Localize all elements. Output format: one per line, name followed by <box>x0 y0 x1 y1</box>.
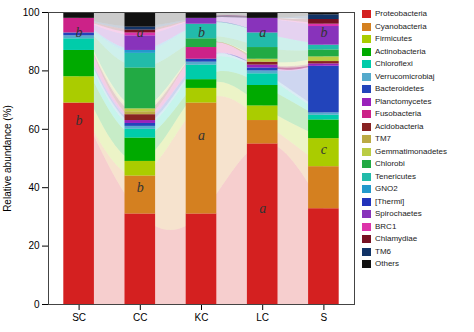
html-text:BRC1: BRC1 <box>375 221 397 231</box>
svg-text:0: 0 <box>34 299 40 310</box>
html-text:Planctomycetes: Planctomycetes <box>375 96 432 106</box>
svg-text:SC: SC <box>72 312 86 323</box>
html-text:Chlorobi: Chlorobi <box>375 159 405 168</box>
html-text:Chlamydiae: Chlamydiae <box>375 234 418 243</box>
svg-text:LC: LC <box>256 312 269 323</box>
html-text:Chloroflexi: Chloroflexi <box>375 59 413 68</box>
html-text:Tenericutes: Tenericutes <box>375 171 416 181</box>
svg-text:a: a <box>259 201 266 216</box>
svg-text:S: S <box>321 312 328 323</box>
svg-text:80: 80 <box>28 65 40 76</box>
svg-text:100: 100 <box>23 7 40 18</box>
html-text:Spirochaetes: Spirochaetes <box>375 209 422 218</box>
svg-text:20: 20 <box>28 240 40 251</box>
svg-text:KC: KC <box>195 312 209 323</box>
html-text:Firmicutes: Firmicutes <box>375 34 412 43</box>
html-text:Fusobacteria: Fusobacteria <box>375 109 422 118</box>
html-text:Actinobacteria: Actinobacteria <box>375 46 426 56</box>
svg-text:a: a <box>259 25 266 40</box>
html-text:Bacteroidetes: Bacteroidetes <box>375 84 424 93</box>
html-text:Gemmatimonadetes: Gemmatimonadetes <box>375 146 447 156</box>
html-text:Proteobacteria: Proteobacteria <box>375 9 427 18</box>
svg-text:b: b <box>320 25 327 40</box>
html-text:Others: Others <box>375 259 399 268</box>
svg-text:60: 60 <box>28 124 40 135</box>
svg-text:b: b <box>76 113 83 128</box>
svg-text:a: a <box>137 25 144 40</box>
svg-text:a: a <box>198 128 205 143</box>
svg-text:b: b <box>76 25 83 40</box>
html-text:TM6: TM6 <box>375 246 391 256</box>
svg-text:c: c <box>321 142 328 157</box>
html-text:Verrucomicrobiaj: Verrucomicrobiaj <box>375 71 435 81</box>
html-text:Acidobacteria: Acidobacteria <box>375 121 424 131</box>
html-text:TM7: TM7 <box>375 134 391 143</box>
svg-text:40: 40 <box>28 182 40 193</box>
svg-text:Relative abundance (%): Relative abundance (%) <box>2 105 13 212</box>
html-text:[Thermi]: [Thermi] <box>375 196 405 206</box>
svg-text:CC: CC <box>133 312 147 323</box>
svg-text:b: b <box>198 25 205 40</box>
html-text:GNO2: GNO2 <box>375 184 398 193</box>
html-text:Cyanobacteria: Cyanobacteria <box>375 21 427 31</box>
svg-text:b: b <box>137 180 144 195</box>
